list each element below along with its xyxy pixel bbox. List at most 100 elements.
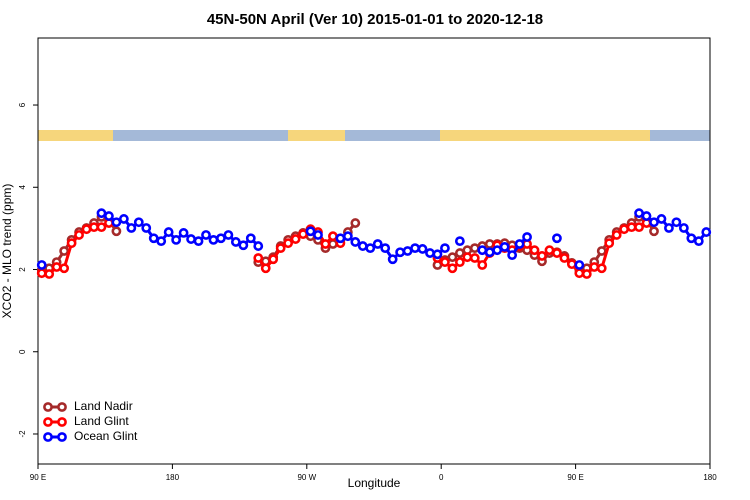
data-point xyxy=(634,222,644,233)
data-point xyxy=(402,246,413,256)
data-point xyxy=(328,231,338,242)
legend-label: Land Glint xyxy=(74,414,129,428)
data-point xyxy=(111,217,122,228)
data-point xyxy=(260,263,271,274)
data-point xyxy=(596,246,607,256)
data-point xyxy=(693,236,704,247)
data-point xyxy=(537,251,547,261)
data-point xyxy=(469,243,480,254)
y-tick-label: 0 xyxy=(18,349,27,354)
x-axis-label: Longitude xyxy=(348,476,401,490)
data-point xyxy=(492,245,503,256)
data-point xyxy=(328,239,338,249)
data-point xyxy=(522,232,532,242)
data-point xyxy=(238,240,249,251)
data-point xyxy=(253,253,264,263)
x-tick-label: 0 xyxy=(439,473,444,482)
data-point xyxy=(462,252,473,263)
y-tick-label: 4 xyxy=(18,184,27,189)
data-point xyxy=(664,223,674,233)
data-point xyxy=(701,227,712,237)
land xyxy=(440,130,650,141)
data-point xyxy=(671,217,682,228)
map-strip xyxy=(38,130,710,141)
data-point xyxy=(678,223,689,233)
legend-marker xyxy=(43,417,53,427)
data-point xyxy=(36,260,47,270)
chart-title: 45N-50N April (Ver 10) 2015-01-01 to 202… xyxy=(207,11,543,28)
data-point xyxy=(74,230,84,240)
data-point xyxy=(335,233,346,244)
data-point xyxy=(454,248,465,258)
data-point xyxy=(275,243,286,254)
legend-label: Ocean Glint xyxy=(74,429,138,443)
data-point xyxy=(230,237,241,247)
data-point xyxy=(118,214,129,224)
data-point xyxy=(96,222,107,233)
data-point xyxy=(574,268,585,279)
plot-frame xyxy=(37,37,711,465)
data-point xyxy=(133,217,144,228)
data-point xyxy=(245,233,256,244)
data-point xyxy=(395,247,406,258)
data-point xyxy=(417,244,428,254)
data-point xyxy=(59,263,70,274)
data-point xyxy=(178,228,189,238)
data-point xyxy=(350,218,361,228)
data-point xyxy=(59,246,70,256)
data-point xyxy=(305,226,316,237)
data-point xyxy=(559,253,570,263)
data-point xyxy=(604,238,615,249)
ocean xyxy=(113,130,288,141)
data-point xyxy=(283,238,294,249)
data-point xyxy=(686,233,697,244)
data-point xyxy=(365,243,376,254)
data-point xyxy=(342,231,353,242)
data-point xyxy=(223,230,234,240)
data-point xyxy=(552,248,562,258)
data-point xyxy=(163,227,174,237)
y-tick-label: 2 xyxy=(18,267,27,272)
ocean xyxy=(650,130,710,141)
data-point xyxy=(148,233,159,244)
data-point xyxy=(380,243,391,254)
data-point xyxy=(89,222,99,233)
data-point xyxy=(216,233,226,244)
data-point xyxy=(454,236,465,247)
data-point xyxy=(126,223,137,233)
data-point xyxy=(81,224,92,235)
data-point xyxy=(581,269,592,279)
land xyxy=(288,130,345,141)
data-point xyxy=(566,259,577,270)
data-point xyxy=(313,230,323,240)
data-point xyxy=(507,250,518,261)
data-point xyxy=(499,241,510,252)
data-point xyxy=(51,262,62,272)
data-point xyxy=(387,254,398,265)
data-point xyxy=(298,229,308,240)
legend-marker xyxy=(57,432,67,442)
y-tick-label: 6 xyxy=(18,102,27,107)
data-point xyxy=(357,241,368,251)
data-point xyxy=(469,253,480,263)
data-point xyxy=(432,249,443,260)
legend-marker xyxy=(43,432,53,442)
data-point xyxy=(484,247,495,258)
legend-marker xyxy=(43,402,53,412)
data-point xyxy=(529,245,540,256)
legend-marker xyxy=(57,417,67,427)
data-point xyxy=(66,238,77,249)
series xyxy=(36,208,712,270)
data-point xyxy=(440,257,450,268)
data-point xyxy=(104,211,114,221)
y-axis-label: XCO2 - MLO trend (ppm) xyxy=(0,184,14,319)
data-point xyxy=(484,239,495,249)
data-point xyxy=(268,254,279,265)
data-point xyxy=(141,223,152,233)
ocean xyxy=(345,130,440,141)
data-point xyxy=(201,230,211,240)
data-point xyxy=(514,239,525,249)
